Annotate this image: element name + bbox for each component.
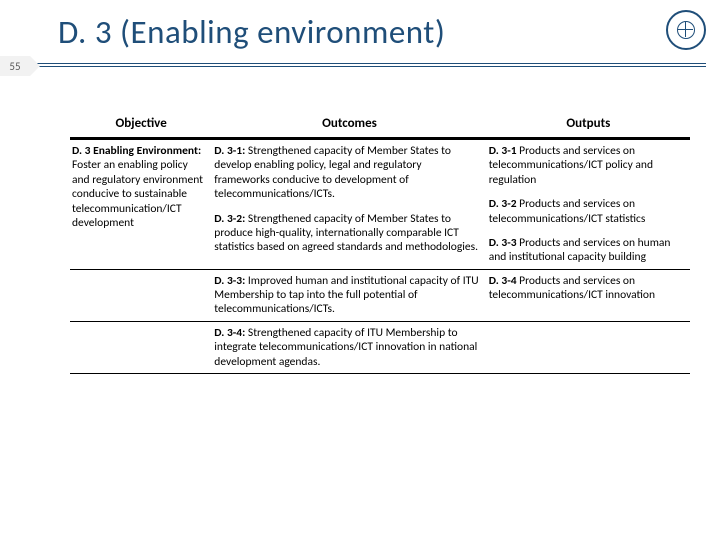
table-row: D. 3 Enabling Environment: Foster an ena… [70,139,690,270]
cell-outcomes: D. 3-3: Improved human and institutional… [212,269,486,321]
outcome-text: Improved human and institutional capacit… [214,274,478,317]
outcome-text: Strengthened capacity of ITU Membership … [214,326,477,369]
col-header-outcomes: Outcomes [212,112,486,139]
outcome-text: Strengthened capacity of Member States t… [214,212,478,255]
output-label: D. 3-3 [489,236,517,250]
objectives-table: Objective Outcomes Outputs D. 3 Enabling… [70,112,690,374]
col-header-objective: Objective [70,112,212,139]
outcome-label: D. 3-3: [214,274,245,288]
outcome-text: Strengthened capacity of Member States t… [214,144,451,201]
cell-outcomes: D. 3-4: Strengthened capacity of ITU Mem… [212,321,486,373]
table-row: D. 3-3: Improved human and institutional… [70,269,690,321]
content-table-wrap: Objective Outcomes Outputs D. 3 Enabling… [70,112,690,374]
cell-objective: D. 3 Enabling Environment: Foster an ena… [70,139,212,270]
output-label: D. 3-2 [489,197,517,211]
cell-empty [487,321,690,373]
objective-text: Foster an enabling policy and regulatory… [72,158,203,230]
table-header-row: Objective Outcomes Outputs [70,112,690,139]
cell-outputs: D. 3-4 Products and services on telecomm… [487,269,690,321]
page-number-badge: 55 [0,56,30,76]
itu-logo-icon [666,10,706,50]
col-header-outputs: Outputs [487,112,690,139]
page-title: D. 3 (Enabling environment) [58,12,720,52]
table-row: D. 3-4: Strengthened capacity of ITU Mem… [70,321,690,373]
cell-outputs: D. 3-1 Products and services on telecomm… [487,139,690,270]
output-label: D. 3-1 [489,144,517,158]
page-number: 55 [9,60,20,73]
output-text: Products and services on human and insti… [489,236,671,264]
cell-outcomes: D. 3-1: Strengthened capacity of Member … [212,139,486,270]
cell-empty [70,269,212,321]
objective-label: D. 3 Enabling Environment: [72,144,201,158]
outcome-label: D. 3-4: [214,326,245,340]
outcome-label: D. 3-2: [214,212,245,226]
cell-empty [70,321,212,373]
header-divider [14,63,706,67]
outcome-label: D. 3-1: [214,144,245,158]
output-label: D. 3-4 [489,274,517,288]
slide-header: D. 3 (Enabling environment) 55 [0,0,720,82]
